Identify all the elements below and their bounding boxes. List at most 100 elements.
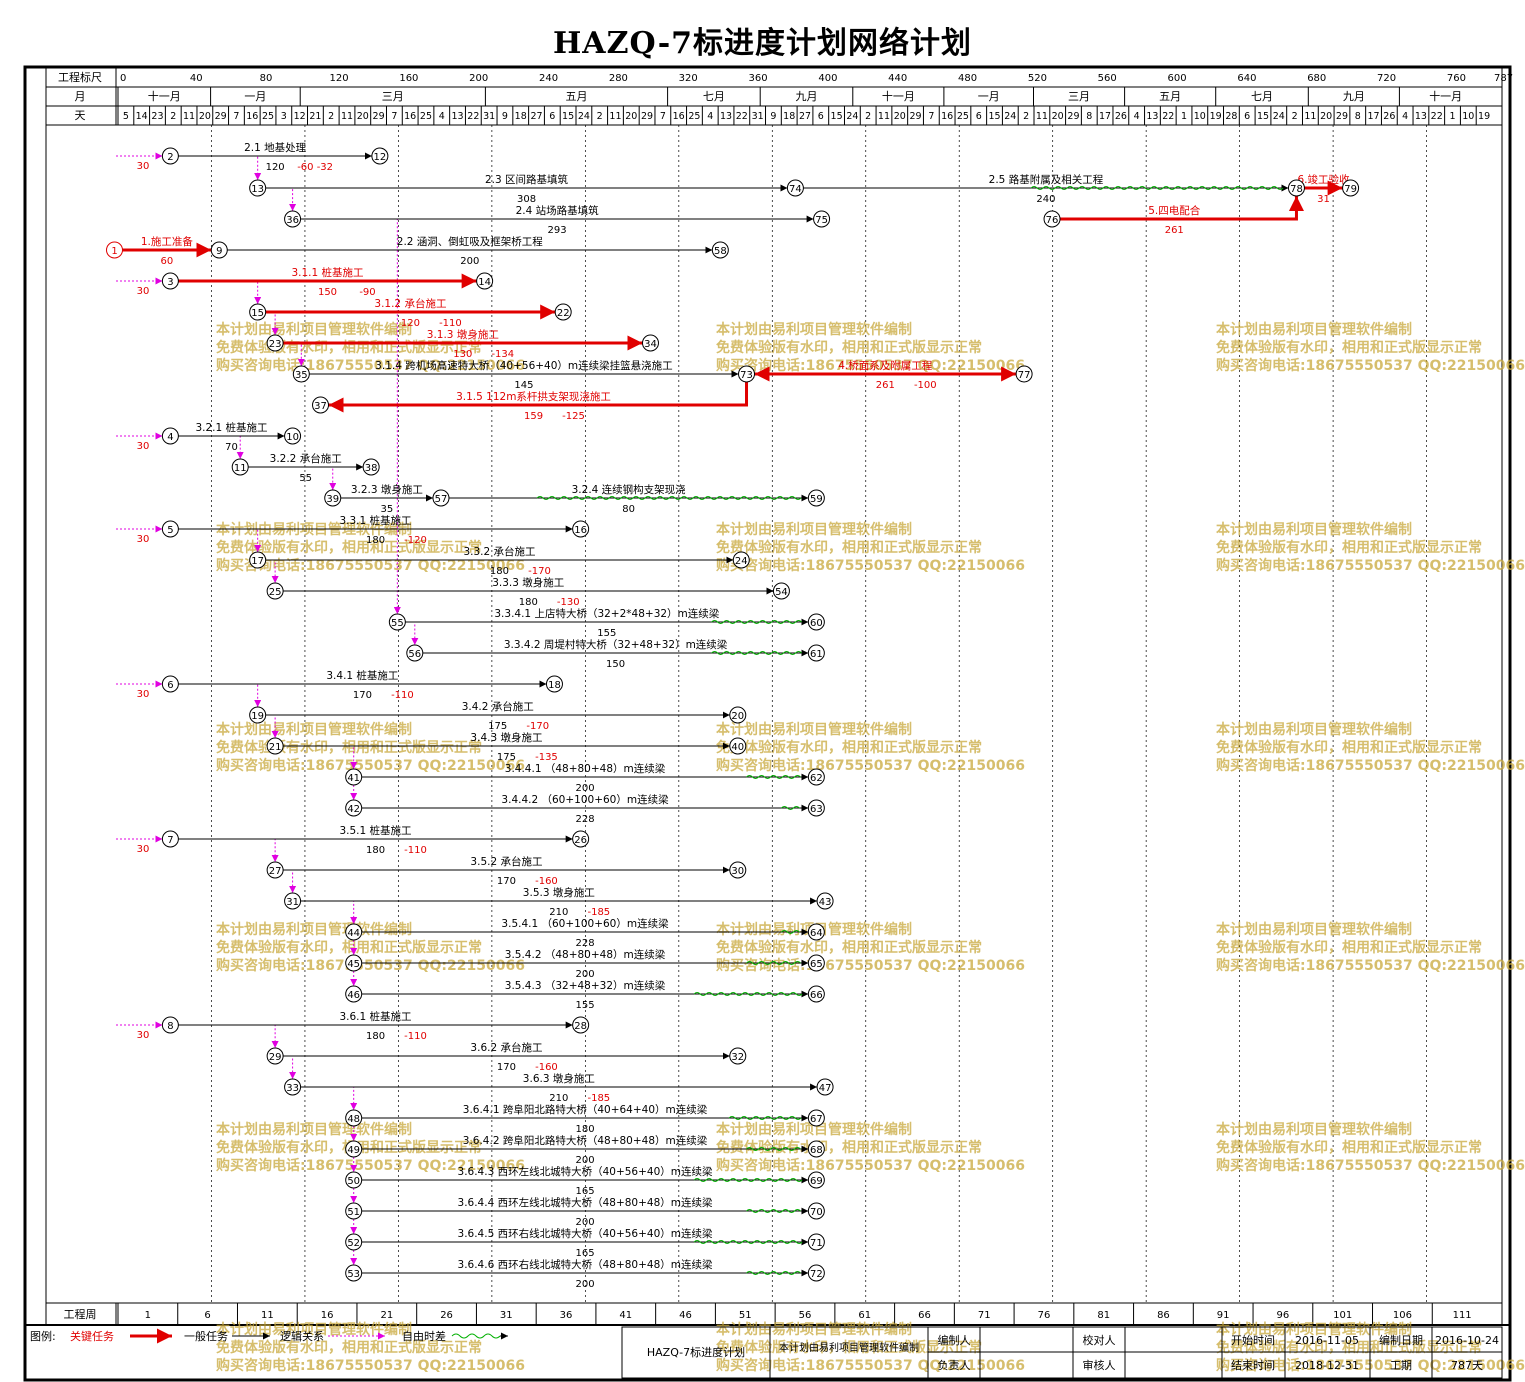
task-name: 2.5 路基附属及相关工程 bbox=[989, 173, 1104, 186]
watermark-text: 本计划由易利项目管理软件编制 bbox=[216, 721, 412, 738]
task-duration: 55 bbox=[299, 473, 312, 484]
watermark-text: 本计划由易利项目管理软件编制 bbox=[716, 1121, 912, 1138]
day-cell: 8 bbox=[1355, 111, 1361, 122]
event-node-label: 65 bbox=[810, 959, 823, 970]
scale-tick: 720 bbox=[1377, 73, 1396, 84]
watermark-text: 本计划由易利项目管理软件编制 bbox=[716, 521, 912, 538]
watermark-text: 购买咨询电话:18675550537 QQ:22150066 bbox=[1216, 957, 1525, 974]
week-cell: 36 bbox=[560, 1310, 573, 1321]
event-node bbox=[249, 179, 267, 197]
task-name: 3.4.4.1 （48+80+48）m连续梁 bbox=[505, 762, 666, 775]
task-name: 3.5.2 承台施工 bbox=[470, 855, 542, 868]
day-cell: 27 bbox=[530, 111, 542, 122]
event-node bbox=[292, 365, 310, 383]
event-node bbox=[572, 520, 590, 538]
day-cell: 31 bbox=[752, 111, 764, 122]
event-node-label: 60 bbox=[810, 618, 823, 629]
day-cell: 16 bbox=[246, 111, 258, 122]
task-name: 1.施工准备 bbox=[141, 235, 194, 248]
event-node bbox=[432, 489, 450, 507]
task-name: 3.2.4 连续钢构支架现浇 bbox=[572, 483, 686, 496]
event-node bbox=[345, 1109, 363, 1127]
event-node-label: 50 bbox=[347, 1176, 360, 1187]
task-duration: 200 bbox=[575, 969, 594, 980]
footer-software: 本计划由易利项目管理软件编制 bbox=[779, 1341, 919, 1354]
event-node-label: 75 bbox=[815, 215, 828, 226]
event-node bbox=[284, 427, 302, 445]
week-cell: 1 bbox=[145, 1310, 151, 1321]
day-cell: 10 bbox=[1462, 111, 1474, 122]
event-node-label: 38 bbox=[365, 463, 378, 474]
task-float: -135 bbox=[535, 752, 558, 763]
scale-tick: 240 bbox=[539, 73, 558, 84]
task-name: 3.1.5 112m系杆拱支架现浇施工 bbox=[456, 390, 611, 403]
task-name: 3.2.3 墩身施工 bbox=[351, 483, 423, 496]
event-node bbox=[266, 861, 284, 879]
event-node bbox=[816, 892, 834, 910]
watermark-text: 免费体验版有水印，相用和正式版显示正常 bbox=[216, 939, 482, 956]
task-name: 2.2 涵洞、倒虹吸及框架桥工程 bbox=[397, 235, 544, 248]
month-cell: 一月 bbox=[244, 90, 266, 103]
day-cell: 20 bbox=[1320, 111, 1332, 122]
lag-label: 30 bbox=[137, 844, 150, 855]
event-node-label: 45 bbox=[347, 959, 360, 970]
event-node bbox=[161, 1016, 179, 1034]
dummy-link bbox=[178, 683, 262, 707]
day-cell: 26 bbox=[1115, 111, 1127, 122]
task-duration: 228 bbox=[575, 814, 594, 825]
week-cell: 66 bbox=[918, 1310, 931, 1321]
day-cell: 24 bbox=[846, 111, 858, 122]
day-cell: 29 bbox=[910, 111, 922, 122]
scale-tick: 440 bbox=[888, 73, 907, 84]
dummy-link bbox=[405, 621, 419, 645]
event-node-label: 49 bbox=[347, 1145, 360, 1156]
task-name: 3.4.3 墩身施工 bbox=[470, 731, 542, 744]
day-cell: 5 bbox=[123, 111, 129, 122]
day-cell: 29 bbox=[1067, 111, 1079, 122]
event-node-label: 40 bbox=[731, 742, 744, 753]
event-node-label: 35 bbox=[295, 370, 308, 381]
week-cell: 96 bbox=[1277, 1310, 1290, 1321]
lag-label: 30 bbox=[137, 689, 150, 700]
watermark-text: 免费体验版有水印，相用和正式版显示正常 bbox=[1216, 339, 1482, 356]
task-name: 2.3 区间路基填筑 bbox=[485, 173, 569, 186]
watermark-text: 免费体验版有水印，相用和正式版显示正常 bbox=[216, 739, 482, 756]
task-float: -170 bbox=[528, 566, 551, 577]
task-float: -110 bbox=[404, 1031, 427, 1042]
event-node-label: 70 bbox=[810, 1207, 823, 1218]
scale-tick: 360 bbox=[749, 73, 768, 84]
week-cell: 111 bbox=[1453, 1310, 1472, 1321]
week-label: 工程周 bbox=[64, 1308, 97, 1321]
watermark-text: 购买咨询电话:18675550537 QQ:22150066 bbox=[216, 1157, 525, 1174]
event-node-label: 78 bbox=[1290, 184, 1303, 195]
day-cell: 1 bbox=[1181, 111, 1187, 122]
day-cell: 29 bbox=[641, 111, 653, 122]
week-cell: 26 bbox=[440, 1310, 453, 1321]
event-node-label: 54 bbox=[775, 587, 788, 598]
dummy-link bbox=[283, 869, 297, 893]
event-node-label: 71 bbox=[810, 1238, 823, 1249]
scale-tick: 0 bbox=[120, 73, 126, 84]
task-duration: 180 bbox=[519, 597, 538, 608]
week-cell: 46 bbox=[679, 1310, 692, 1321]
task-duration: 170 bbox=[497, 876, 516, 887]
scale-tick: 320 bbox=[679, 73, 698, 84]
day-cell: 18 bbox=[783, 111, 795, 122]
event-node-label: 63 bbox=[810, 804, 823, 815]
task-duration: 60 bbox=[161, 256, 174, 267]
event-node-label: 24 bbox=[735, 556, 748, 567]
event-node-label: 10 bbox=[286, 432, 299, 443]
task-duration: 200 bbox=[575, 1217, 594, 1228]
event-node bbox=[572, 1016, 590, 1034]
scale-tick: 520 bbox=[1028, 73, 1047, 84]
watermark-text: 购买咨询电话:18675550537 QQ:22150066 bbox=[216, 1357, 525, 1374]
event-node bbox=[249, 303, 267, 321]
event-node bbox=[266, 1047, 284, 1065]
event-node bbox=[312, 396, 330, 414]
task-duration: 180 bbox=[366, 1031, 385, 1042]
task-float: -130 bbox=[557, 597, 580, 608]
task-duration: 293 bbox=[548, 225, 567, 236]
scale-tick: 640 bbox=[1237, 73, 1256, 84]
event-node bbox=[772, 582, 790, 600]
